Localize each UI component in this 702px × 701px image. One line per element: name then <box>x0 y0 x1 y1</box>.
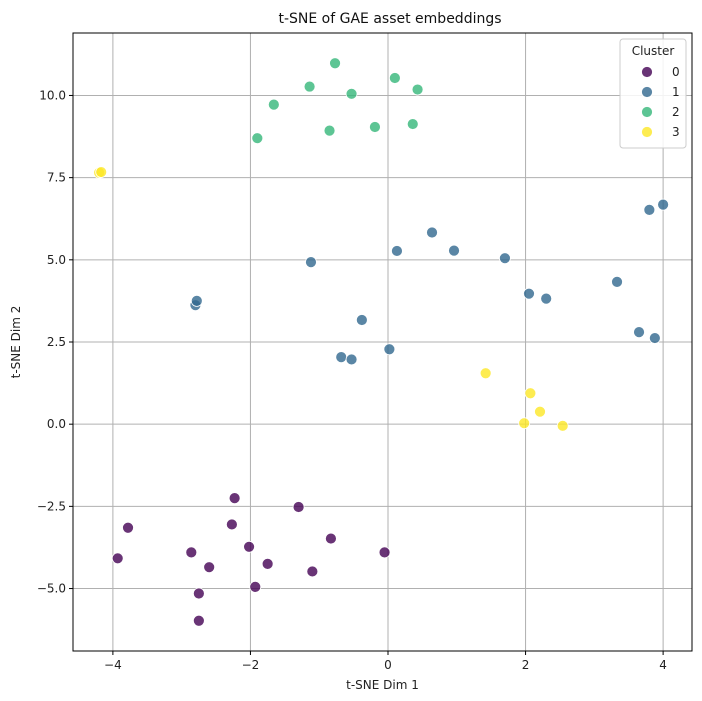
grid <box>73 33 692 651</box>
y-axis-label: t-SNE Dim 2 <box>9 306 23 379</box>
data-point-cluster-3 <box>479 367 492 380</box>
data-point-cluster-0 <box>243 540 255 553</box>
data-point-cluster-2 <box>345 87 358 100</box>
data-point-cluster-1 <box>190 295 203 307</box>
data-point-cluster-1 <box>448 244 460 257</box>
data-point-cluster-0 <box>378 546 391 559</box>
x-axis-label: t-SNE Dim 1 <box>346 678 419 692</box>
data-point-cluster-0 <box>111 552 124 565</box>
legend: Cluster 0 1 2 3 <box>619 38 687 149</box>
data-point-cluster-0 <box>192 614 205 627</box>
data-point-cluster-0 <box>325 532 337 545</box>
data-point-cluster-1 <box>643 203 656 216</box>
data-point-cluster-0 <box>306 565 319 578</box>
y-tick-label: 0.0 <box>47 417 66 431</box>
data-point-cluster-3 <box>95 166 108 178</box>
data-point-cluster-0 <box>185 546 198 559</box>
y-tick-label: −5.0 <box>37 582 66 596</box>
x-axis: −4 −2 0 2 4 <box>104 651 667 672</box>
data-point-cluster-1 <box>648 332 661 344</box>
legend-marker <box>641 126 653 138</box>
data-point-cluster-1 <box>383 343 396 356</box>
x-tick-label: 4 <box>659 658 667 672</box>
legend-box <box>619 38 687 149</box>
data-point-cluster-1 <box>305 256 317 269</box>
data-point-cluster-0 <box>249 580 262 593</box>
data-point-cluster-1 <box>345 353 358 366</box>
legend-label: 3 <box>672 125 680 139</box>
y-tick-label: −2.5 <box>37 499 66 513</box>
y-tick-label: 10.0 <box>39 88 66 102</box>
data-point-cluster-3 <box>556 419 569 432</box>
x-tick-label: −4 <box>104 658 122 672</box>
data-point-cluster-3 <box>524 387 537 400</box>
data-points <box>93 57 670 627</box>
data-point-cluster-1 <box>426 226 438 239</box>
data-point-cluster-0 <box>228 492 241 505</box>
data-point-cluster-3 <box>518 417 531 430</box>
legend-label: 2 <box>672 105 680 119</box>
data-point-cluster-1 <box>499 252 511 265</box>
data-point-cluster-1 <box>391 245 403 257</box>
data-point-cluster-2 <box>329 57 341 70</box>
x-tick-label: −2 <box>242 658 260 672</box>
data-point-cluster-1 <box>611 275 623 288</box>
legend-title: Cluster <box>632 44 675 58</box>
legend-marker <box>641 106 653 118</box>
data-point-cluster-1 <box>523 287 535 300</box>
data-point-cluster-0 <box>203 561 216 574</box>
data-point-cluster-0 <box>225 518 238 531</box>
legend-marker <box>641 66 653 78</box>
data-point-cluster-0 <box>122 521 134 534</box>
y-tick-label: 2.5 <box>47 335 66 349</box>
data-point-cluster-2 <box>411 83 424 96</box>
data-point-cluster-1 <box>335 351 348 364</box>
data-point-cluster-1 <box>633 326 645 339</box>
x-tick-label: 0 <box>384 658 392 672</box>
data-point-cluster-2 <box>251 132 264 145</box>
y-axis: −5.0 −2.5 0.0 2.5 5.0 7.5 10.0 <box>37 88 73 596</box>
data-point-cluster-3 <box>534 405 546 418</box>
data-point-cluster-2 <box>369 121 381 133</box>
data-point-cluster-0 <box>292 501 305 513</box>
data-point-cluster-2 <box>406 118 419 130</box>
data-point-cluster-1 <box>540 292 553 305</box>
data-point-cluster-0 <box>192 587 205 600</box>
data-point-cluster-1 <box>355 314 368 326</box>
data-point-cluster-2 <box>388 72 401 84</box>
data-point-cluster-2 <box>267 98 280 111</box>
data-point-cluster-1 <box>657 198 670 211</box>
legend-label: 0 <box>672 65 680 79</box>
data-point-cluster-2 <box>303 80 316 93</box>
chart-title: t-SNE of GAE asset embeddings <box>278 11 501 27</box>
legend-marker <box>641 86 653 98</box>
data-point-cluster-2 <box>323 124 336 137</box>
data-point-cluster-0 <box>261 557 274 570</box>
y-tick-label: 5.0 <box>47 253 66 267</box>
x-tick-label: 2 <box>522 658 530 672</box>
legend-label: 1 <box>672 85 680 99</box>
y-tick-label: 7.5 <box>47 171 66 185</box>
